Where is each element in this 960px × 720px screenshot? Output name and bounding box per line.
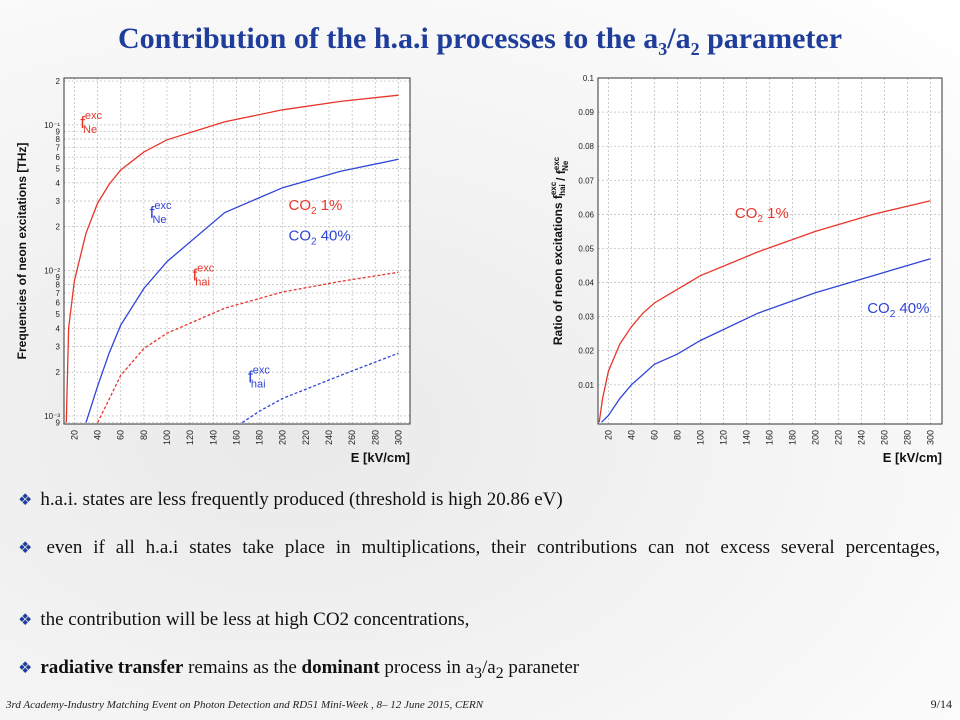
series-line-3 <box>241 352 399 424</box>
y-tick-label: 6 <box>56 153 61 162</box>
y-tick-label: 9 <box>56 128 61 137</box>
plot-frame <box>63 77 411 425</box>
y-tick-label: 3 <box>56 197 61 206</box>
y-tick-label: 6 <box>56 299 61 308</box>
x-tick-label: 300 <box>925 430 935 445</box>
y-tick-label: 7 <box>56 289 61 298</box>
y-tick-label: 2 <box>56 77 61 86</box>
x-tick-label: 200 <box>278 430 288 445</box>
y-tick-label: 0.05 <box>578 244 594 253</box>
page-number: 9/14 <box>930 697 952 711</box>
x-tick-label: 220 <box>833 430 843 445</box>
x-tick-label: 180 <box>787 430 797 445</box>
x-tick-label: 160 <box>231 430 241 445</box>
y-tick-label: 4 <box>56 179 61 188</box>
right-chart: 20 40 60 80 100 120 140 160 180 200 220 240 260 280 30… <box>549 74 943 465</box>
y-tick-label: 8 <box>56 281 61 290</box>
footer-text: 3rd Academy-Industry Matching Event on P… <box>6 699 484 711</box>
series-line-1 <box>601 258 931 423</box>
y-tick-label: 8 <box>56 135 61 144</box>
x-tick-label: 160 <box>764 430 774 445</box>
y-tick-label: 10⁻³ <box>44 412 60 421</box>
x-tick-label: 140 <box>741 430 751 445</box>
x-tick-label: 200 <box>810 430 820 445</box>
y-tick-label: 3 <box>56 342 61 351</box>
x-tick-label: 220 <box>301 430 311 445</box>
y-tick-label: 10⁻¹ <box>44 121 60 130</box>
series-line-0 <box>598 200 931 423</box>
series-annotation: fexc hai <box>248 364 270 390</box>
x-axis-label: E [kV/cm] <box>351 450 410 465</box>
diamond-bullet-icon: ❖ <box>18 490 33 509</box>
y-tick-label: 0.1 <box>583 74 595 83</box>
x-tick-label: 260 <box>347 430 357 445</box>
y-tick-label: 0.01 <box>578 381 594 390</box>
y-tick-label: 4 <box>56 324 61 333</box>
plot-area <box>598 78 942 424</box>
y-tick-label: 5 <box>56 310 61 319</box>
diamond-bullet-icon: ❖ <box>18 538 39 557</box>
series-annotation: fexc Ne <box>150 200 172 226</box>
x-tick-label: 40 <box>93 430 103 440</box>
x-tick-label: 180 <box>255 430 265 445</box>
y-tick-label: 2 <box>56 368 61 377</box>
x-tick-label: 80 <box>672 430 682 440</box>
x-tick-label: 120 <box>185 430 195 445</box>
y-tick-label: 5 <box>56 165 61 174</box>
plot-frame <box>597 77 943 425</box>
y-axis-label: Frequencies of neon excitations [THz] <box>15 143 29 360</box>
series-line-2 <box>97 271 399 423</box>
x-axis-label: E [kV/cm] <box>883 450 942 465</box>
y-axis-label: Ratio of neon excitations fexchai / fexc… <box>549 156 570 345</box>
y-tick-label: 9 <box>56 419 61 428</box>
x-tick-label: 20 <box>69 430 79 440</box>
x-tick-label: 100 <box>695 430 705 445</box>
bullet-3: ❖ the contribution will be less at high C… <box>18 609 470 630</box>
x-tick-label: 280 <box>370 430 380 445</box>
x-tick-label: 300 <box>393 430 403 445</box>
x-tick-label: 60 <box>649 430 659 440</box>
series-line-0 <box>65 94 399 423</box>
x-tick-label: 280 <box>902 430 912 445</box>
x-tick-label: 20 <box>603 430 613 440</box>
y-tick-label: 10⁻² <box>44 266 60 275</box>
bullet-4: ❖ radiative transfer remains as the domin… <box>18 657 580 682</box>
y-tick-label: 0.03 <box>578 313 594 322</box>
x-tick-label: 100 <box>162 430 172 445</box>
x-tick-label: 240 <box>856 430 866 445</box>
left-chart: 20 40 60 80 100 120 140 160 180 200 220 240 260 280 30… <box>15 77 411 465</box>
y-tick-label: 0.04 <box>578 279 594 288</box>
series-annotation: CO2 40% <box>288 228 350 248</box>
series-annotation: CO2 1% <box>288 197 342 217</box>
x-tick-label: 240 <box>324 430 334 445</box>
bullet-1: ❖ h.a.i. states are less frequently produ… <box>18 489 563 510</box>
series-annotation: fexc Ne <box>80 110 102 136</box>
x-tick-label: 260 <box>879 430 889 445</box>
y-tick-label: 0.07 <box>578 176 594 185</box>
y-tick-label: 0.08 <box>578 142 594 151</box>
series-annotation: CO2 40% <box>867 300 929 320</box>
y-tick-label: 0.02 <box>578 347 594 356</box>
x-tick-label: 120 <box>718 430 728 445</box>
diamond-bullet-icon: ❖ <box>18 658 33 677</box>
diamond-bullet-icon: ❖ <box>18 610 33 629</box>
x-tick-label: 140 <box>208 430 218 445</box>
x-tick-label: 80 <box>139 430 149 440</box>
series-annotation: CO2 1% <box>735 205 789 225</box>
bullet-2: ❖ even if all h.a.i states take place in … <box>18 537 940 558</box>
series-annotation: fexc hai <box>192 263 214 289</box>
x-tick-label: 40 <box>626 430 636 440</box>
y-tick-label: 9 <box>56 273 61 282</box>
y-tick-label: 0.06 <box>578 210 594 219</box>
slide-title: Contribution of the h.a.i processes to t… <box>117 22 843 59</box>
x-tick-label: 60 <box>116 430 126 440</box>
y-tick-label: 0.09 <box>578 108 594 117</box>
y-tick-label: 7 <box>56 143 61 152</box>
y-tick-label: 2 <box>56 223 61 232</box>
series-line-1 <box>85 158 399 423</box>
